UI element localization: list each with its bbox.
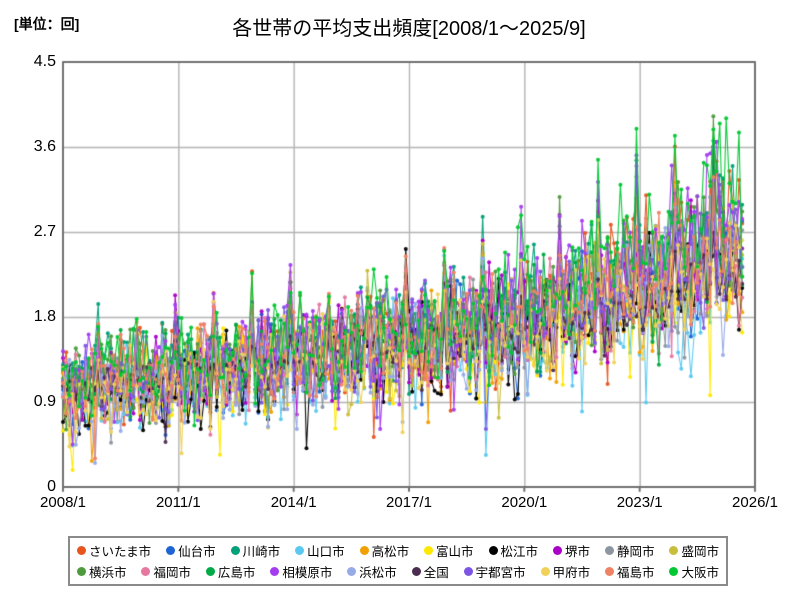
legend-series-label: 広島市 xyxy=(217,566,256,580)
legend-series-label: 松江市 xyxy=(500,545,539,559)
legend-item: 盛岡市 xyxy=(669,541,719,560)
legend-series-label: 富山市 xyxy=(436,545,474,559)
legend-series-label: 大阪市 xyxy=(681,566,719,580)
legend-series-label: 静岡市 xyxy=(617,545,655,559)
y-axis-tick-label: 1.8 xyxy=(33,308,56,325)
legend-item: 宇都宮市 xyxy=(463,562,526,581)
legend-series-label: 堺市 xyxy=(565,545,591,559)
legend-item: 全国 xyxy=(411,562,449,581)
legend-series-dot-icon xyxy=(205,567,215,576)
legend-item: 仙台市 xyxy=(166,541,216,560)
y-axis-tick-label: 0.9 xyxy=(33,393,56,410)
legend-series-dot-icon xyxy=(359,546,369,555)
legend-item: 相模原市 xyxy=(270,562,332,581)
legend-series-label: 浜松市 xyxy=(359,566,397,580)
legend-series-label: 甲府市 xyxy=(552,566,591,580)
legend-row: 横浜市 福岡市 広島市 相模原市 浜松市 全国 宇都宮市 甲府市 福島市 大阪市 xyxy=(77,562,719,581)
legend-item: 高松市 xyxy=(359,541,410,560)
x-axis-tick-label: 2020/1 xyxy=(501,494,548,511)
legend-item: さいたま市 xyxy=(77,541,151,560)
legend-series-label: さいたま市 xyxy=(89,545,152,559)
legend-item: 福岡市 xyxy=(141,562,191,581)
legend-item: 甲府市 xyxy=(540,562,591,581)
x-axis-tick-label: 2011/1 xyxy=(155,494,201,511)
chart-title: 各世帯の平均支出頻度[2008/1～2025/9] xyxy=(232,18,586,40)
legend-item: 広島市 xyxy=(205,562,256,581)
legend-series-dot-icon xyxy=(77,546,86,555)
legend-series-dot-icon xyxy=(463,567,473,576)
legend-series-dot-icon xyxy=(295,546,305,555)
legend-series-dot-icon xyxy=(411,567,421,576)
legend-series-label: 川崎市 xyxy=(242,545,281,559)
x-axis-tick-label: 2008/1 xyxy=(40,494,86,511)
legend-series-dot-icon xyxy=(347,567,357,576)
legend-series-dot-icon xyxy=(605,567,614,576)
legend-series-dot-icon xyxy=(230,546,240,555)
chart-legend: さいたま市 仙台市 川崎市 山口市 高松市 富山市 松江市 堺市 静岡市 盛岡市横浜市 福岡市 広島市… xyxy=(68,536,728,586)
line-chart-canvas xyxy=(0,0,800,530)
legend-series-label: 相模原市 xyxy=(282,566,333,580)
legend-series-label: 福島市 xyxy=(617,566,655,580)
legend-series-label: 高松市 xyxy=(371,545,410,559)
legend-series-dot-icon xyxy=(669,567,679,576)
legend-item: 福島市 xyxy=(605,562,655,581)
x-axis-tick-label: 2017/1 xyxy=(386,494,432,511)
legend-series-dot-icon xyxy=(77,567,86,576)
legend-series-dot-icon xyxy=(166,546,176,555)
unit-label: [単位：回] xyxy=(14,16,80,32)
legend-series-dot-icon xyxy=(540,567,550,576)
legend-series-label: 仙台市 xyxy=(178,545,216,559)
legend-row: さいたま市 仙台市 川崎市 山口市 高松市 富山市 松江市 堺市 静岡市 盛岡市 xyxy=(77,541,719,560)
legend-item: 川崎市 xyxy=(230,541,281,560)
legend-series-label: 山口市 xyxy=(307,545,345,559)
legend-series-label: 宇都宮市 xyxy=(475,566,526,580)
y-axis-tick-label: 3.6 xyxy=(33,138,56,155)
legend-item: 横浜市 xyxy=(77,562,127,581)
legend-series-dot-icon xyxy=(270,567,280,576)
legend-item: 静岡市 xyxy=(605,541,655,560)
legend-series-dot-icon xyxy=(488,546,498,555)
y-axis-tick-label: 0 xyxy=(47,478,56,495)
legend-series-dot-icon xyxy=(605,546,614,555)
legend-series-label: 盛岡市 xyxy=(681,545,719,559)
legend-item: 松江市 xyxy=(488,541,539,560)
x-axis-tick-label: 2026/1 xyxy=(732,494,778,511)
legend-series-dot-icon xyxy=(669,546,679,555)
y-axis-tick-label: 2.7 xyxy=(33,223,56,240)
legend-series-dot-icon xyxy=(424,546,434,555)
x-axis-tick-label: 2023/1 xyxy=(616,494,663,511)
x-axis-tick-label: 2014/1 xyxy=(270,494,317,511)
legend-item: 堺市 xyxy=(553,541,590,560)
legend-item: 浜松市 xyxy=(347,562,397,581)
legend-item: 富山市 xyxy=(424,541,474,560)
y-axis-tick-label: 4.5 xyxy=(33,53,56,70)
legend-item: 大阪市 xyxy=(669,562,719,581)
legend-series-dot-icon xyxy=(553,546,563,555)
legend-item: 山口市 xyxy=(295,541,345,560)
legend-series-dot-icon xyxy=(141,567,151,576)
legend-series-label: 全国 xyxy=(423,566,449,580)
legend-series-label: 横浜市 xyxy=(89,566,127,580)
legend-series-label: 福岡市 xyxy=(153,566,191,580)
